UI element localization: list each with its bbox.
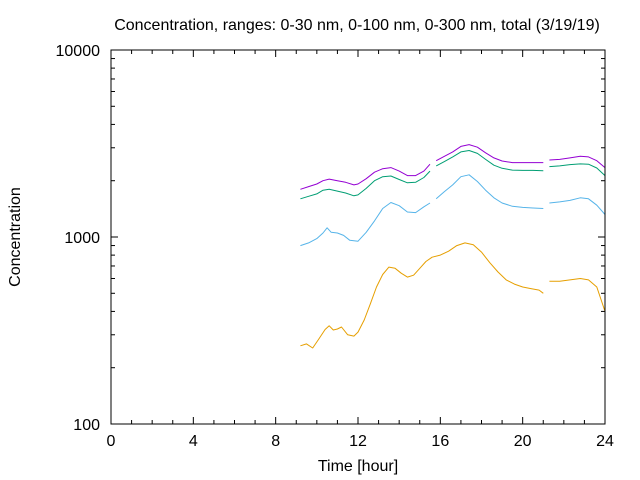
y-tick-label: 1000 [64,230,100,247]
series-lines [300,144,606,349]
series-line-1 [300,163,431,190]
x-tick-label: 0 [107,433,116,450]
series-line-3 [549,197,606,215]
series-line-4 [300,242,544,349]
x-tick-label: 12 [349,433,367,450]
series-line-1 [549,155,606,168]
x-tick-label: 4 [189,433,198,450]
series-line-2 [549,163,606,176]
x-tick-label: 8 [271,433,280,450]
series-line-4 [549,278,606,312]
series-line-2 [435,150,544,172]
chart-title: Concentration, ranges: 0-30 nm, 0-100 nm… [114,17,600,34]
series-line-3 [300,202,431,247]
y-tick-label: 10000 [56,43,101,60]
tick-labels: 0 4 8 12 16 20 24 100 1000 10000 [56,43,615,450]
y-tick-label: 100 [73,417,100,434]
plot-frame [110,49,606,425]
x-tick-label: 16 [431,433,449,450]
series-line-1 [435,144,544,164]
x-tick-label: 20 [514,433,532,450]
series-line-2 [300,170,431,200]
x-axis-label: Time [hour] [318,458,398,475]
x-tick-label: 24 [596,433,614,450]
y-axis-label: Concentration [7,187,24,287]
series-line-3 [435,174,544,209]
axis-ticks [110,49,606,425]
